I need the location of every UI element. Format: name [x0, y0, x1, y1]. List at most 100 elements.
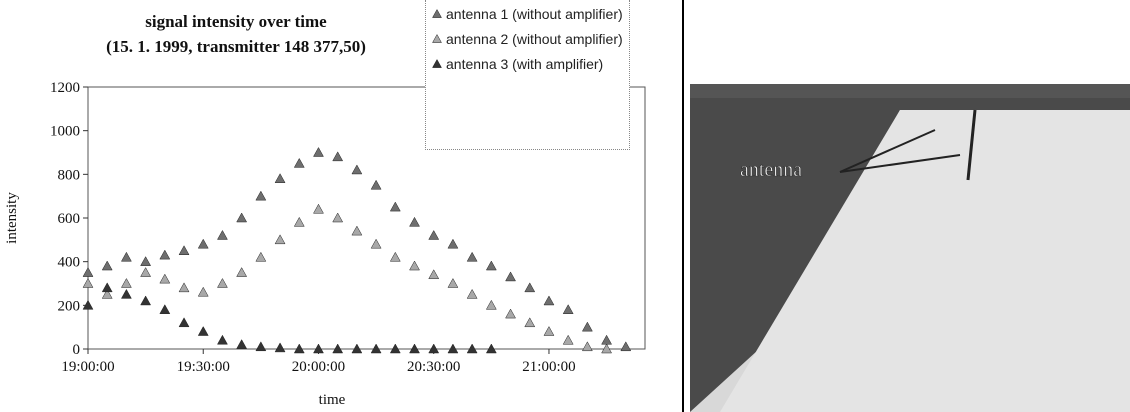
- point: [178, 245, 190, 255]
- point: [255, 251, 267, 262]
- point: [236, 267, 248, 277]
- point: [159, 304, 171, 314]
- point: [101, 288, 113, 299]
- point: [178, 282, 190, 293]
- point: [485, 260, 497, 271]
- point: [466, 288, 478, 299]
- legend-symbol: [432, 59, 442, 68]
- point: [601, 343, 613, 354]
- legend-item: antenna 3 (with amplifier): [432, 56, 625, 73]
- x-tick-label: 20:00:00: [292, 359, 345, 375]
- point: [274, 173, 286, 183]
- point: [82, 267, 94, 277]
- point: [409, 216, 420, 227]
- photo: antenna: [690, 84, 1130, 412]
- point: [159, 273, 171, 284]
- photo-label: antenna: [740, 159, 802, 181]
- y-tick-label: 200: [58, 298, 81, 314]
- point: [389, 201, 401, 212]
- point: [428, 269, 440, 280]
- point: [601, 334, 613, 345]
- legend: antenna 1 (without amplifier) antenna 2 (…: [425, 0, 630, 150]
- point: [255, 341, 267, 352]
- point: [409, 260, 420, 271]
- point: [485, 343, 497, 354]
- y-axis-label: intensity: [4, 192, 20, 244]
- point: [101, 260, 113, 271]
- legend-marker: [432, 9, 442, 18]
- point: [101, 282, 113, 293]
- x-tick-label: 19:00:00: [61, 359, 114, 375]
- point: [293, 157, 305, 168]
- point: [351, 225, 363, 236]
- point: [562, 304, 574, 314]
- point: [389, 343, 401, 354]
- legend-label: antenna 2 (without amplifier): [446, 31, 623, 47]
- chart-title: signal intensity over time: [145, 12, 327, 31]
- legend-item: antenna 2 (without amplifier): [432, 31, 625, 48]
- point: [178, 317, 190, 328]
- point: [140, 295, 152, 306]
- y-tick-label: 1200: [50, 80, 80, 96]
- point: [370, 238, 382, 249]
- point: [447, 238, 459, 249]
- y-tick-label: 400: [58, 255, 81, 271]
- point: [389, 251, 401, 262]
- point: [217, 229, 228, 240]
- point: [524, 317, 536, 328]
- point: [466, 343, 478, 354]
- point: [313, 146, 324, 157]
- point: [447, 277, 459, 288]
- y-tick-label: 0: [73, 342, 81, 358]
- point: [217, 334, 228, 345]
- legend-label: antenna 3 (with amplifier): [446, 56, 604, 72]
- point: [82, 299, 94, 310]
- point: [620, 341, 632, 352]
- point: [236, 339, 248, 349]
- point: [428, 343, 440, 354]
- point: [524, 282, 536, 293]
- point: [274, 342, 286, 353]
- point: [370, 179, 382, 190]
- x-tick-label: 19:30:00: [177, 359, 230, 375]
- point: [562, 334, 574, 345]
- point: [159, 249, 171, 260]
- legend-item: antenna 1 (without amplifier): [432, 6, 625, 23]
- point: [332, 212, 344, 223]
- point: [293, 343, 305, 354]
- point: [313, 203, 324, 214]
- point: [447, 343, 459, 354]
- legend-symbol: [432, 9, 442, 18]
- point: [543, 295, 555, 306]
- point: [197, 286, 209, 297]
- point: [140, 267, 152, 277]
- point: [120, 288, 132, 299]
- point: [255, 190, 267, 201]
- legend-symbol: [432, 34, 442, 43]
- y-tick-label: 600: [58, 211, 81, 227]
- y-tick-label: 1000: [50, 124, 80, 140]
- x-tick-label: 20:30:00: [407, 359, 460, 375]
- point: [332, 151, 344, 162]
- legend-marker: [432, 34, 442, 43]
- point: [197, 238, 209, 249]
- point: [236, 212, 248, 223]
- point: [466, 251, 478, 262]
- chart-subtitle: (15. 1. 1999, transmitter 148 377,50): [106, 37, 366, 56]
- point: [485, 299, 497, 310]
- point: [82, 277, 94, 288]
- point: [351, 164, 363, 175]
- point: [217, 277, 228, 288]
- point: [505, 271, 516, 282]
- y-tick-label: 800: [58, 167, 81, 183]
- point: [120, 277, 132, 288]
- point: [505, 308, 516, 319]
- point: [581, 341, 593, 352]
- x-axis-label: time: [319, 392, 346, 408]
- point: [293, 216, 305, 227]
- point: [140, 256, 152, 266]
- legend-label: antenna 1 (without amplifier): [446, 6, 623, 22]
- point: [351, 343, 363, 354]
